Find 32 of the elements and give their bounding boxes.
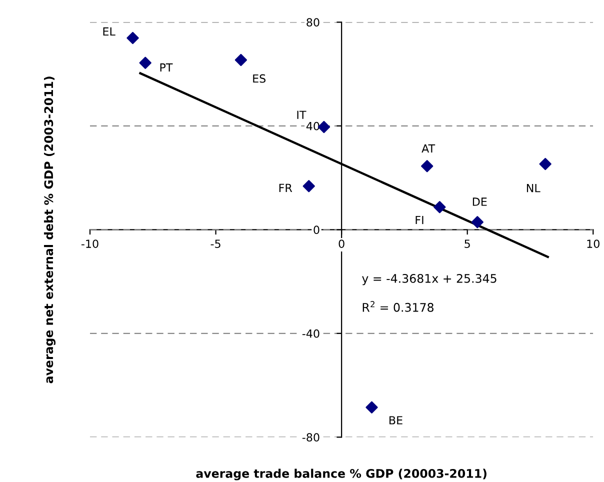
annotation: R$^{2}$ = 0.3178	[362, 301, 434, 312]
annotation: NL	[526, 184, 540, 192]
y-axis-title: average net external debt % GDP (2003-2011)	[44, 76, 56, 384]
annotation: AT	[422, 144, 436, 153]
y-tick-label: 0	[314, 226, 320, 234]
x-tick-label: 5	[464, 240, 470, 248]
y-tick-label: -40	[302, 329, 320, 338]
point	[366, 401, 378, 414]
annotation: BE	[390, 416, 402, 424]
annotation: FI	[416, 216, 424, 224]
annotation: ES	[253, 74, 266, 83]
x-tick-label: 0	[338, 240, 344, 248]
x-tick-label: -5	[210, 240, 220, 248]
annotation: IT	[297, 110, 306, 119]
point	[126, 32, 139, 44]
annotation: y = -4.3681x + 25.345	[362, 274, 496, 286]
x-tick-label: -10	[81, 240, 98, 248]
y-tick-label: -80	[302, 433, 320, 442]
annotation: DE	[472, 198, 487, 206]
point	[234, 54, 248, 66]
x-tick-label: 10	[587, 240, 600, 248]
annotation: PT	[160, 63, 173, 72]
x-axis-title: average trade balance % GDP (20003-2011)	[196, 468, 486, 480]
point	[139, 56, 152, 69]
annotation: FR	[279, 184, 292, 192]
point	[421, 160, 434, 172]
point	[539, 158, 552, 170]
annotation: EL	[103, 27, 116, 36]
y-tick-label: 80	[306, 18, 320, 27]
point	[471, 216, 484, 228]
point	[434, 201, 446, 214]
point	[302, 180, 315, 192]
